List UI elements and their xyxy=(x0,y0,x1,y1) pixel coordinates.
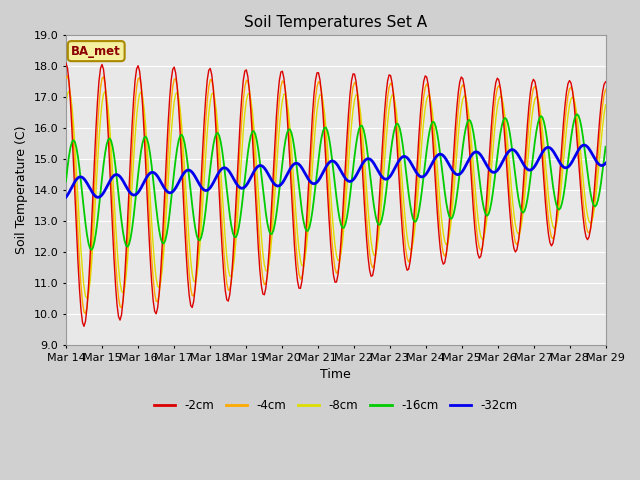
Legend: -2cm, -4cm, -8cm, -16cm, -32cm: -2cm, -4cm, -8cm, -16cm, -32cm xyxy=(149,394,523,416)
Title: Soil Temperatures Set A: Soil Temperatures Set A xyxy=(244,15,428,30)
Text: BA_met: BA_met xyxy=(71,45,121,58)
X-axis label: Time: Time xyxy=(321,368,351,381)
Y-axis label: Soil Temperature (C): Soil Temperature (C) xyxy=(15,126,28,254)
